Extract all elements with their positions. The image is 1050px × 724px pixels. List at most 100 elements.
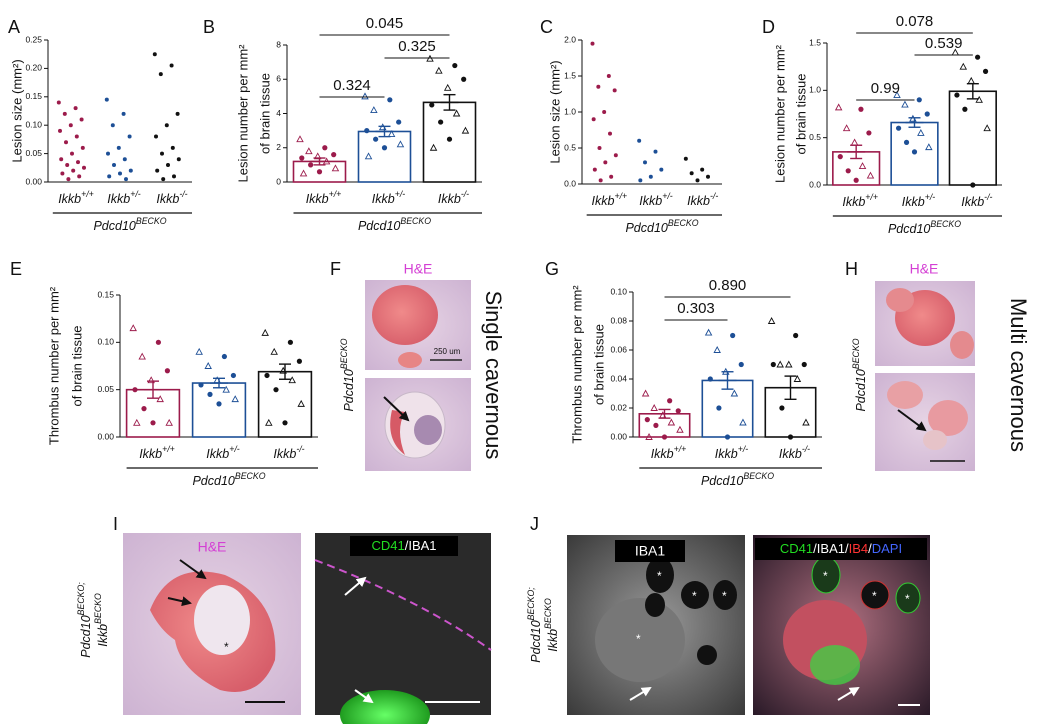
point [58,128,62,133]
point [443,83,452,91]
x-tick-label: Ikkb+/- [902,192,935,209]
point [73,106,78,111]
x-tick-label: Ikkb+/+ [592,191,628,208]
x-tick-label: Ikkb-/- [273,444,304,461]
point [273,387,279,393]
marker: * [905,592,910,606]
point [66,177,71,182]
point [767,317,776,324]
x-tick-label: Ikkb-/- [156,189,187,206]
point [592,167,597,172]
point [322,145,328,151]
point [124,177,128,182]
point [429,143,438,151]
point [122,157,127,162]
point [429,102,435,108]
point [387,97,393,103]
lesion [860,580,890,610]
point [653,422,659,428]
point [724,434,731,440]
bar [701,379,754,438]
x-tick-label: Ikkb+/- [715,444,748,461]
point [613,153,618,158]
row-label: Pdcd10BECKO; [526,587,543,663]
point [169,63,174,68]
group-label: Pdcd10BECKO [701,471,774,488]
x-tick-label: Ikkb-/- [438,189,469,206]
lesion [646,557,674,593]
x-tick-label: Ikkb+/- [639,191,672,208]
row-label: Pdcd10BECKO [339,338,356,411]
point [297,399,305,407]
x-tick-label: Ikkb+/+ [651,444,687,461]
point [71,168,76,173]
p-value: 0.078 [896,13,934,30]
point [296,135,304,143]
point [603,160,608,165]
bar [422,101,477,183]
point [461,126,470,134]
point [222,385,230,393]
stain-label: H&E [404,261,433,277]
x-tick-label: Ikkb-/- [687,191,718,208]
point [299,155,305,161]
point [299,169,308,177]
point [917,128,925,136]
point [924,111,930,117]
point [970,182,976,188]
point [695,178,700,183]
panel-h: H H&E Pdcd10BECKO Multi cavernous [845,259,1031,471]
panel-letter: A [8,17,20,37]
point [331,164,340,172]
panel-j: J IBA1 CD41/IBA1/IB4/DAPI * * * * * * * … [526,514,930,715]
y-tick-label: 0.5 [564,142,576,152]
point [221,353,227,360]
lesion [697,645,717,665]
arrow [383,396,410,422]
x-tick-label: Ikkb+/+ [139,444,175,461]
point [387,130,396,137]
point [801,361,807,368]
arrow [629,686,652,701]
stain-label: IBA1 [635,543,666,559]
p-value: 0.325 [398,38,436,55]
point [435,66,443,74]
point [850,138,859,146]
point [59,157,64,162]
point [112,162,116,167]
point [667,398,673,404]
point [207,391,213,397]
point [161,177,166,182]
vessel [194,585,250,655]
point [653,149,658,154]
point [152,52,157,57]
y-tick-label: 0.08 [610,315,627,325]
point [296,358,302,364]
point [121,111,126,116]
point [138,352,146,360]
y-tick-label: 0.10 [610,286,627,296]
point [396,140,405,148]
point [132,387,138,393]
lesion [713,580,737,610]
point [704,328,713,336]
y-tick-label: 0.02 [610,402,627,412]
group-label: Pdcd10BECKO [93,216,166,233]
p-value: 0.045 [366,15,404,32]
lesion [923,430,947,450]
panel-letter: H [845,259,858,279]
point [641,389,650,397]
lesion [950,331,974,359]
point [700,167,705,172]
y-tick-label: 1.5 [809,37,821,47]
lesion [895,582,921,614]
point [155,168,160,173]
y-tick-label: 0.10 [97,337,114,347]
y-tick-label: 4 [276,108,281,118]
panel-letter: D [762,17,775,37]
point [785,360,793,368]
marker: * [823,569,828,583]
point [730,332,736,339]
arrow [179,559,207,580]
point [866,171,875,179]
